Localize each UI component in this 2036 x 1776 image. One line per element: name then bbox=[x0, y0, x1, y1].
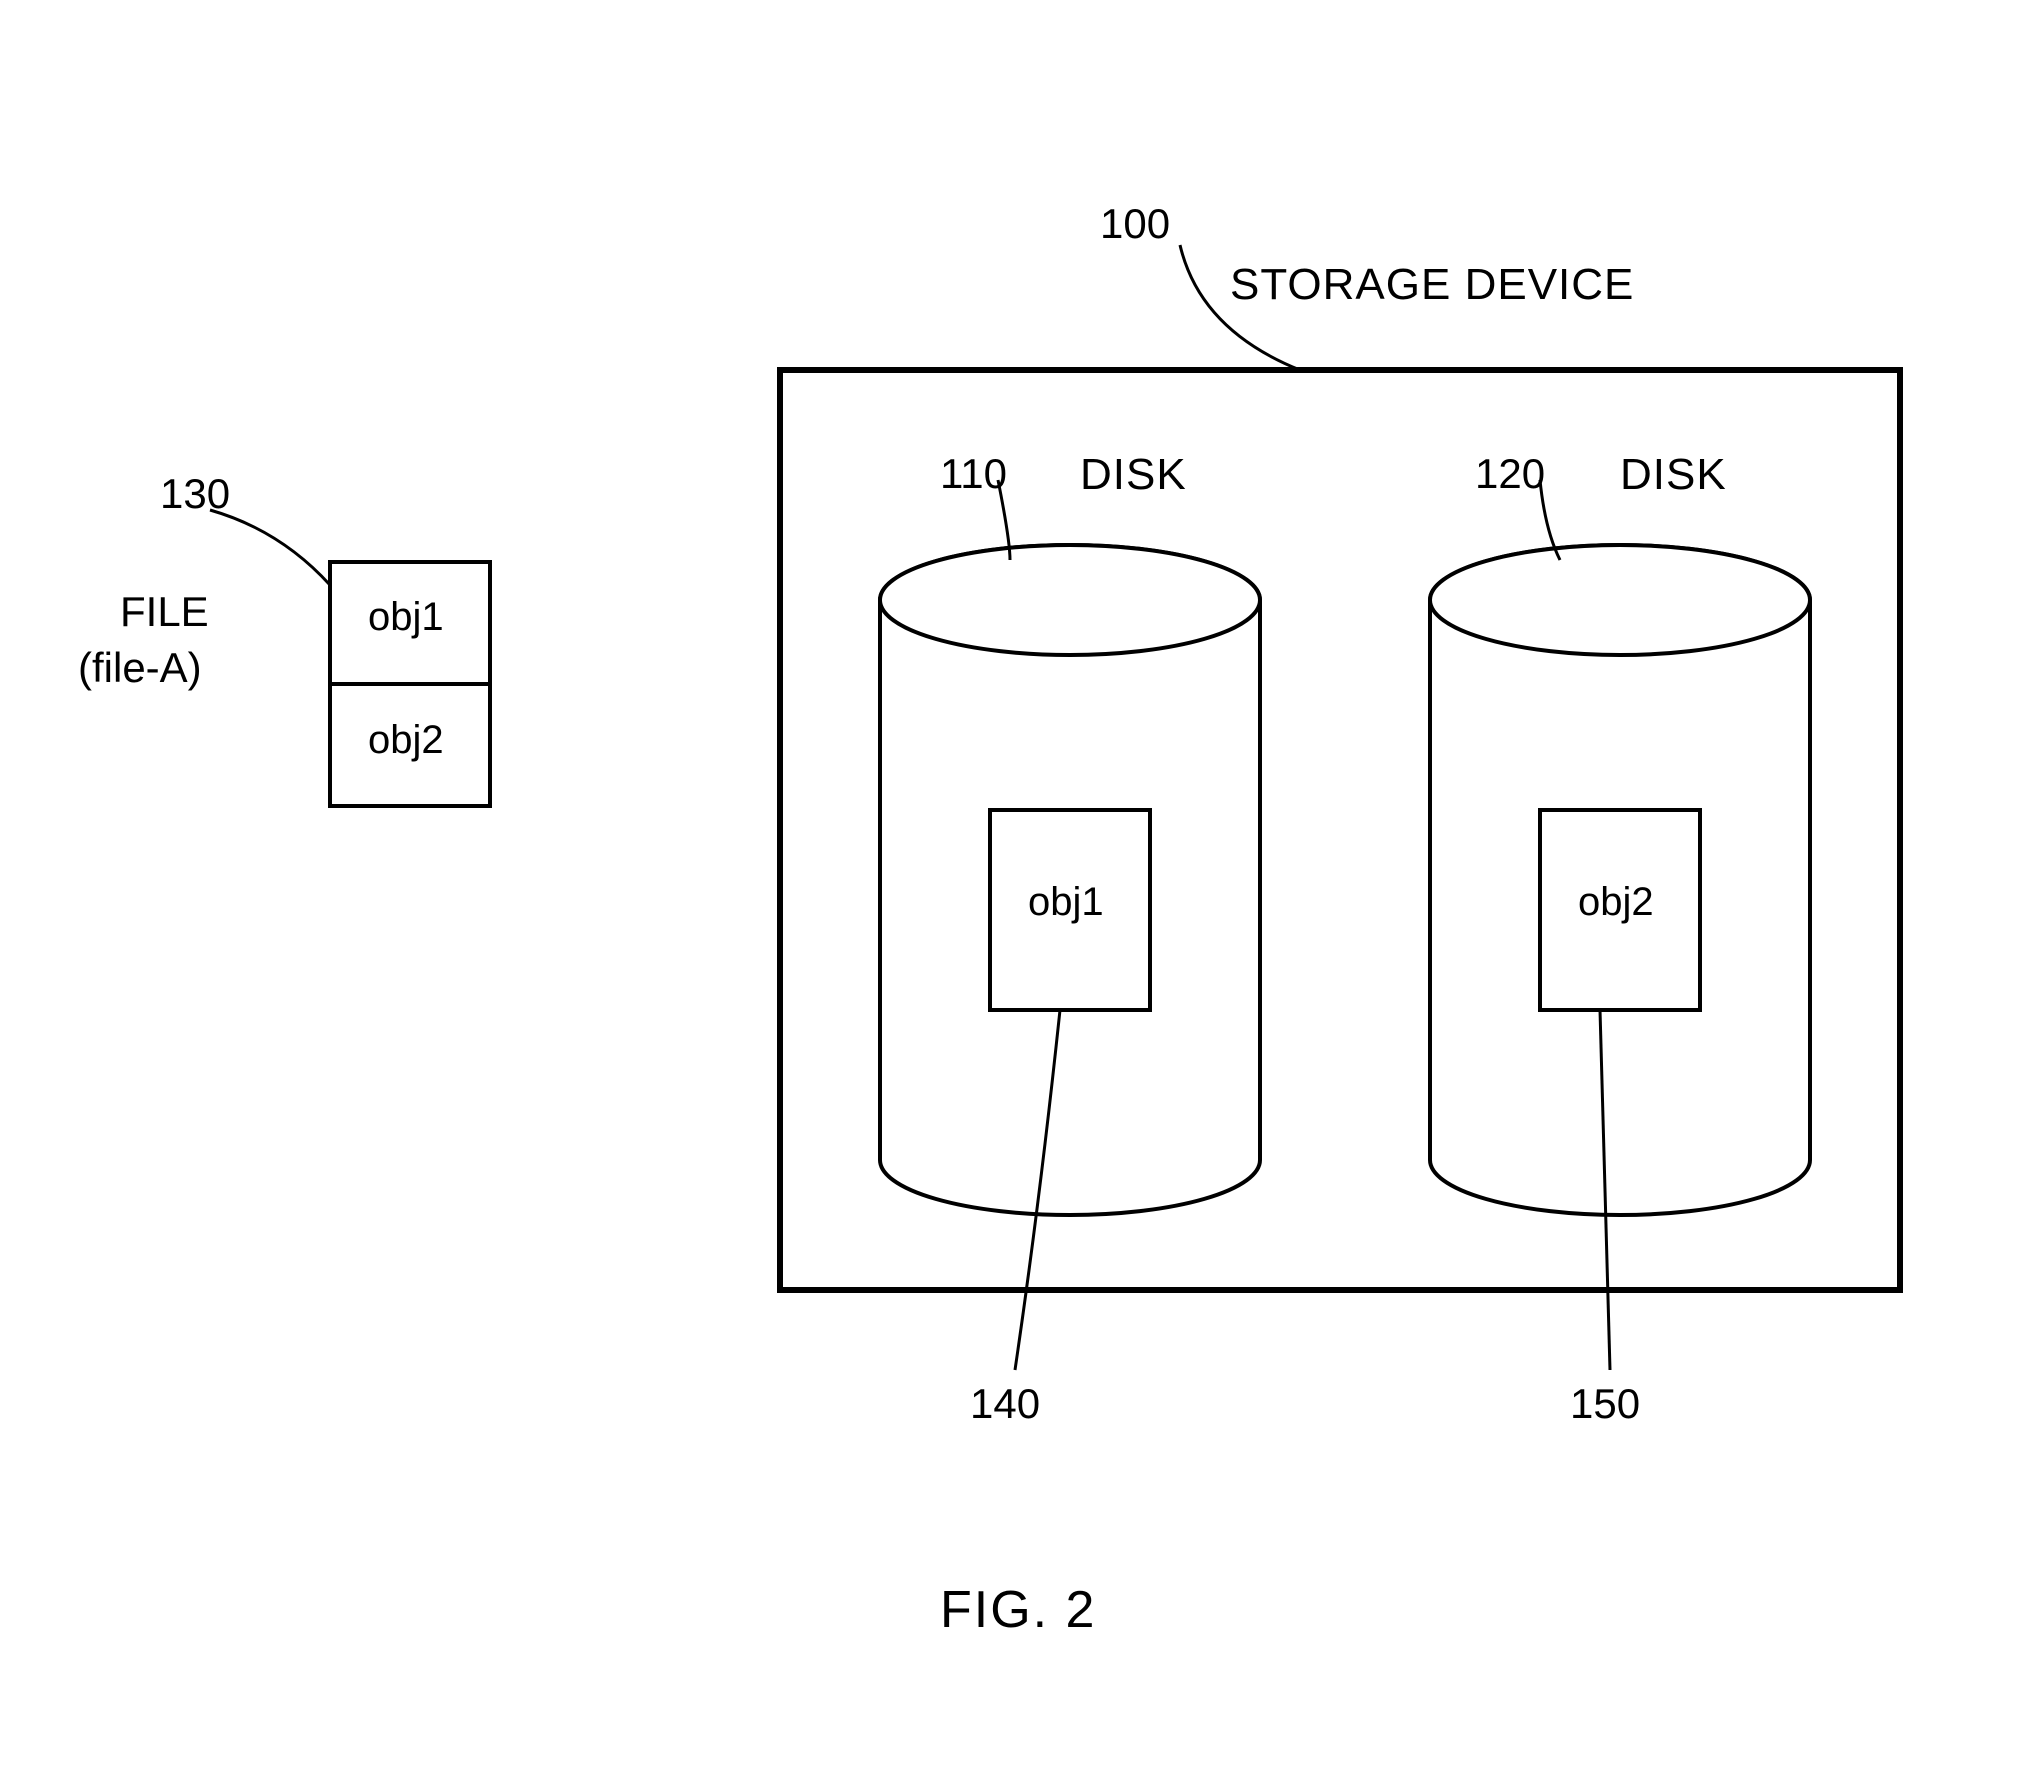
ref-120: 120 bbox=[1475, 450, 1545, 498]
ref-140: 140 bbox=[970, 1380, 1040, 1428]
ref-150: 150 bbox=[1570, 1380, 1640, 1428]
disk-1-label: DISK bbox=[1080, 450, 1187, 500]
ref-100: 100 bbox=[1100, 200, 1170, 248]
file-cell-1-label: obj1 bbox=[368, 595, 444, 640]
leader-130 bbox=[210, 510, 330, 585]
diagram-svg bbox=[0, 0, 2036, 1776]
storage-device-label: STORAGE DEVICE bbox=[1230, 260, 1634, 310]
disk-2-object-label: obj2 bbox=[1578, 880, 1654, 925]
figure-container: 100 STORAGE DEVICE 110 DISK 120 DISK 130… bbox=[0, 0, 2036, 1776]
file-cell-2-label: obj2 bbox=[368, 718, 444, 763]
file-label-line1: FILE bbox=[120, 588, 209, 636]
ref-110: 110 bbox=[940, 450, 1007, 498]
figure-caption: FIG. 2 bbox=[940, 1580, 1096, 1640]
file-label-line2: (file-A) bbox=[78, 644, 202, 692]
ref-130: 130 bbox=[160, 470, 230, 518]
disk-1-object-label: obj1 bbox=[1028, 880, 1104, 925]
disk-2-label: DISK bbox=[1620, 450, 1727, 500]
